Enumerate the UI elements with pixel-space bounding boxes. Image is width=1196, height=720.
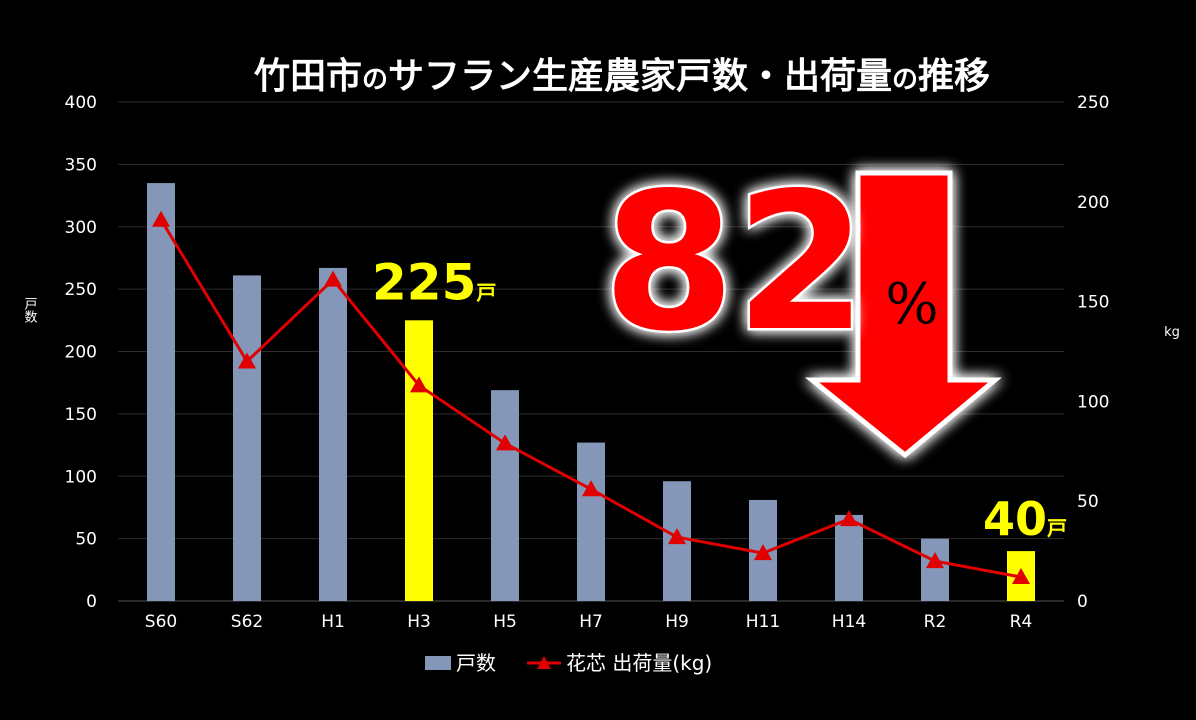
x-tick-label: S62 [231, 612, 263, 632]
right-tick-label: 0 [1077, 592, 1088, 612]
legend: 戸数 花芯 出荷量(kg) [425, 651, 712, 675]
left-tick-label: 400 [65, 93, 97, 113]
line-point-s62 [238, 352, 256, 369]
x-tick-label: H9 [665, 612, 689, 632]
line-point-h1 [324, 270, 342, 287]
left-axis-ticks: 0 50 100 150 200 250 300 350 400 [65, 93, 97, 612]
left-tick-label: 250 [65, 280, 97, 300]
x-tick-label: H1 [321, 612, 345, 632]
title-part-2: サフラン生産農家戸数・出荷量 [388, 56, 892, 97]
x-tick-label: H11 [746, 612, 780, 632]
left-tick-label: 150 [65, 405, 97, 425]
bar-h3 [405, 320, 433, 601]
title-particle-2: の [892, 65, 918, 95]
right-axis-ticks: 0 50 100 150 200 250 [1077, 93, 1109, 612]
line-point-s60 [152, 210, 170, 227]
bar-s60 [147, 183, 175, 601]
annotation-r4-unit: 戸 [1047, 516, 1067, 540]
annotation-r4: 40戸 [983, 492, 1067, 546]
bar-s62 [233, 275, 261, 601]
right-tick-label: 200 [1077, 193, 1109, 213]
annotation-h3-value: 225 [372, 253, 476, 311]
x-tick-label: S60 [145, 612, 177, 632]
left-tick-label: 0 [86, 592, 97, 612]
legend-triangle-icon [537, 656, 551, 669]
x-tick-label: R2 [924, 612, 947, 632]
bar-series [147, 183, 1035, 601]
bar-h5 [491, 390, 519, 601]
line-point-h14 [840, 510, 858, 527]
callout-number: 82 [603, 152, 867, 373]
line-point-r2 [926, 552, 944, 569]
x-tick-label: H14 [832, 612, 866, 632]
line-point-h7 [582, 480, 600, 497]
line-point-r4 [1012, 568, 1030, 585]
right-tick-label: 150 [1077, 293, 1109, 313]
annotation-r4-value: 40 [983, 492, 1047, 546]
callout-unit: % [885, 272, 938, 337]
legend-label-bar: 戸数 [456, 651, 496, 675]
title-particle-1: の [362, 65, 388, 95]
line-point-h11 [754, 544, 772, 561]
down-arrow-icon [804, 170, 1002, 459]
line-series [152, 210, 1030, 585]
left-tick-label: 100 [65, 467, 97, 487]
bar-h14 [835, 514, 863, 601]
left-axis-label: 戸数 [22, 297, 38, 323]
x-tick-label: H7 [579, 612, 603, 632]
title-part-1: 竹田市 [254, 56, 362, 97]
right-axis-label: kg [1164, 325, 1180, 340]
gridlines [118, 101, 1064, 602]
x-axis-ticks: S60 S62 H1 H3 H5 H7 H9 H11 H14 R2 R4 [145, 612, 1033, 632]
line-point-h3 [410, 376, 428, 393]
bar-h1 [319, 267, 347, 601]
annotation-h3-unit: 戸 [476, 280, 496, 304]
right-tick-label: 250 [1077, 93, 1109, 113]
line-point-h5 [496, 434, 514, 451]
left-tick-label: 350 [65, 155, 97, 175]
right-tick-label: 50 [1077, 492, 1099, 512]
left-tick-label: 200 [65, 343, 97, 363]
annotation-h3: 225戸 [372, 253, 496, 311]
legend-label-line: 花芯 出荷量(kg) [566, 651, 712, 675]
legend-swatch-bar [425, 656, 451, 670]
bar-h7 [577, 442, 605, 601]
left-tick-label: 300 [65, 218, 97, 238]
annotations: 225戸 40戸 [372, 253, 1067, 546]
x-tick-label: H3 [407, 612, 431, 632]
title-part-3: 推移 [918, 56, 990, 97]
left-tick-label: 50 [75, 530, 97, 550]
line-point-h9 [668, 528, 686, 545]
right-tick-label: 100 [1077, 392, 1109, 412]
bar-r2 [921, 538, 949, 601]
x-tick-label: R4 [1010, 612, 1033, 632]
chart-title: 竹田市のサフラン生産農家戸数・出荷量の推移 [254, 56, 990, 97]
x-tick-label: H5 [493, 612, 517, 632]
decline-callout: 82 % [600, 150, 1002, 459]
